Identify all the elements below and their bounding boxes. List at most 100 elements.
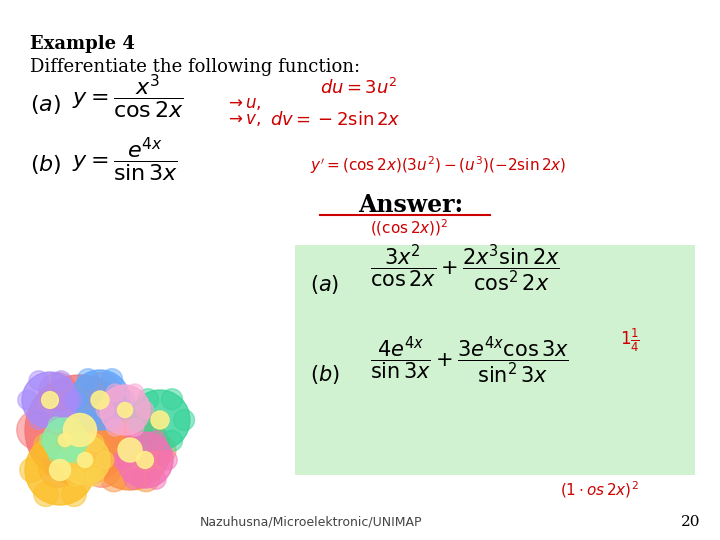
Circle shape	[90, 410, 170, 490]
Circle shape	[48, 448, 64, 463]
Text: $du = 3u^2$: $du = 3u^2$	[320, 78, 397, 98]
Circle shape	[62, 482, 86, 507]
Circle shape	[125, 409, 146, 430]
Circle shape	[83, 373, 121, 411]
Circle shape	[62, 434, 86, 458]
Circle shape	[19, 458, 44, 482]
Circle shape	[114, 389, 135, 410]
Circle shape	[63, 390, 82, 410]
Circle shape	[34, 482, 58, 507]
Text: $1\frac{1}{4}$: $1\frac{1}{4}$	[620, 326, 640, 354]
Circle shape	[66, 434, 84, 451]
Circle shape	[148, 436, 176, 464]
Circle shape	[66, 469, 84, 486]
Circle shape	[124, 431, 143, 450]
Circle shape	[96, 451, 114, 469]
Circle shape	[102, 369, 122, 390]
Circle shape	[63, 414, 96, 447]
Text: $y = \dfrac{e^{4x}}{\sin 3x}$: $y = \dfrac{e^{4x}}{\sin 3x}$	[72, 136, 178, 184]
Circle shape	[75, 433, 90, 448]
Text: Nazuhusna/Microelektronic/UNIMAP: Nazuhusna/Microelektronic/UNIMAP	[200, 516, 423, 529]
Text: $\dfrac{4e^{4x}}{\sin 3x} + \dfrac{3e^{4x}\cos 3x}{\sin^2 3x}$: $\dfrac{4e^{4x}}{\sin 3x} + \dfrac{3e^{4…	[370, 334, 569, 386]
Circle shape	[100, 464, 128, 492]
Circle shape	[174, 409, 194, 430]
Circle shape	[18, 390, 37, 410]
Circle shape	[51, 410, 71, 429]
Circle shape	[104, 411, 143, 449]
Circle shape	[124, 470, 143, 489]
Circle shape	[161, 430, 182, 451]
Text: $((\cos 2x))^2$: $((\cos 2x))^2$	[370, 218, 449, 238]
Circle shape	[76, 458, 100, 482]
Text: Differentiate the following function:: Differentiate the following function:	[30, 58, 360, 76]
Circle shape	[86, 469, 104, 486]
Text: $\left(1 \cdot o s \, 2x\right)^2$: $\left(1 \cdot o s \, 2x\right)^2$	[560, 480, 639, 501]
Circle shape	[138, 430, 158, 451]
Circle shape	[132, 464, 160, 492]
Circle shape	[50, 460, 71, 481]
Circle shape	[113, 450, 132, 470]
Circle shape	[60, 435, 110, 485]
Circle shape	[78, 369, 99, 390]
Circle shape	[91, 391, 109, 409]
Circle shape	[39, 449, 77, 488]
FancyBboxPatch shape	[295, 245, 695, 475]
Circle shape	[136, 401, 154, 418]
Circle shape	[146, 431, 166, 450]
Circle shape	[66, 389, 86, 410]
Circle shape	[83, 449, 121, 488]
Circle shape	[25, 375, 135, 485]
Circle shape	[138, 389, 158, 410]
Circle shape	[34, 434, 58, 458]
Circle shape	[107, 384, 124, 401]
Circle shape	[22, 372, 78, 428]
Circle shape	[146, 470, 166, 489]
Text: 20: 20	[680, 515, 700, 529]
Circle shape	[102, 410, 122, 431]
Circle shape	[58, 434, 71, 447]
Circle shape	[48, 417, 64, 433]
Text: $y = \dfrac{x^3}{\cos 2x}$: $y = \dfrac{x^3}{\cos 2x}$	[72, 73, 184, 121]
Circle shape	[130, 390, 190, 450]
Text: Answer:: Answer:	[358, 193, 463, 217]
Circle shape	[126, 418, 144, 436]
Text: $\rightarrow u,$: $\rightarrow u,$	[225, 94, 261, 111]
Text: $\rightarrow v,$: $\rightarrow v,$	[225, 111, 261, 129]
Circle shape	[66, 448, 81, 463]
Text: $(a)$: $(a)$	[30, 93, 61, 117]
Circle shape	[56, 451, 73, 469]
Circle shape	[25, 435, 95, 505]
Circle shape	[40, 433, 55, 448]
Text: $(b)$: $(b)$	[310, 363, 340, 387]
Circle shape	[17, 411, 55, 449]
Circle shape	[66, 417, 81, 433]
Text: $\dfrac{3x^2}{\cos 2x} + \dfrac{2x^3 \sin 2x}{\cos^2 2x}$: $\dfrac{3x^2}{\cos 2x} + \dfrac{2x^3 \si…	[370, 242, 560, 294]
Circle shape	[39, 373, 77, 411]
Circle shape	[161, 389, 182, 410]
Circle shape	[96, 401, 114, 418]
Circle shape	[100, 408, 128, 436]
Text: $y' = (\cos 2x)(3u^2) - (u^3)(-2\sin 2x)$: $y' = (\cos 2x)(3u^2) - (u^3)(-2\sin 2x)…	[310, 154, 567, 176]
Circle shape	[42, 392, 58, 408]
Circle shape	[100, 385, 150, 435]
Text: $(a)$: $(a)$	[310, 273, 339, 296]
Circle shape	[158, 450, 177, 470]
Text: $(b)$: $(b)$	[30, 153, 61, 177]
Text: Example 4: Example 4	[30, 35, 135, 53]
Circle shape	[117, 402, 132, 417]
Circle shape	[29, 371, 49, 390]
Circle shape	[29, 410, 48, 429]
Circle shape	[117, 432, 173, 488]
Circle shape	[118, 438, 142, 462]
Circle shape	[84, 436, 112, 464]
Circle shape	[132, 408, 160, 436]
Circle shape	[107, 418, 124, 436]
Circle shape	[151, 411, 169, 429]
Circle shape	[70, 370, 130, 430]
Text: $dv = -2\sin 2x$: $dv = -2\sin 2x$	[270, 111, 401, 129]
Circle shape	[78, 410, 99, 431]
Circle shape	[126, 384, 144, 401]
Circle shape	[51, 371, 71, 390]
Circle shape	[78, 453, 92, 468]
Circle shape	[43, 418, 87, 462]
